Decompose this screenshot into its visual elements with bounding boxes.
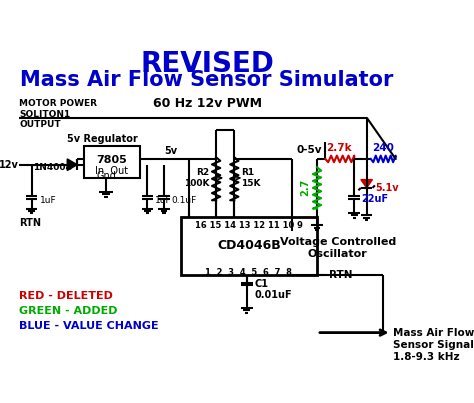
Text: BLUE - VALUE CHANGE: BLUE - VALUE CHANGE xyxy=(19,321,159,331)
Text: 1N4004: 1N4004 xyxy=(33,163,72,172)
Text: 1  2  3  4  5  6  7  8: 1 2 3 4 5 6 7 8 xyxy=(205,268,292,277)
Text: Voltage Controlled
Oscillator: Voltage Controlled Oscillator xyxy=(280,237,396,259)
Text: 22uF: 22uF xyxy=(362,193,389,204)
Text: CD4046B: CD4046B xyxy=(217,239,281,252)
Text: 5v: 5v xyxy=(164,146,177,156)
Text: R2
100K: R2 100K xyxy=(184,168,210,188)
Text: 12v: 12v xyxy=(0,160,19,170)
Polygon shape xyxy=(67,159,77,170)
Text: 0-5v: 0-5v xyxy=(296,145,322,155)
Text: 1uF: 1uF xyxy=(155,196,172,205)
Text: 16 15 14 13 12 11 10 9: 16 15 14 13 12 11 10 9 xyxy=(195,221,303,230)
Text: REVISED: REVISED xyxy=(140,50,274,78)
Text: 1uF: 1uF xyxy=(40,196,56,205)
Text: MOTOR POWER
SOLITON1
OUTPUT: MOTOR POWER SOLITON1 OUTPUT xyxy=(19,100,97,129)
Text: 60 Hz 12v PWM: 60 Hz 12v PWM xyxy=(153,97,262,110)
Text: C1
0.01uF: C1 0.01uF xyxy=(255,279,292,300)
Text: 2.7k: 2.7k xyxy=(327,143,352,153)
Text: 0.1uF: 0.1uF xyxy=(172,196,197,205)
Text: 5.1v: 5.1v xyxy=(375,183,399,193)
Text: 5v Regulator: 5v Regulator xyxy=(67,134,137,144)
Bar xyxy=(84,147,140,178)
Text: 7805: 7805 xyxy=(97,155,128,165)
Text: Gnd: Gnd xyxy=(96,171,116,181)
Text: RTN: RTN xyxy=(19,218,41,229)
Text: GREEN - ADDED: GREEN - ADDED xyxy=(19,306,118,316)
Text: 2.7: 2.7 xyxy=(301,179,310,197)
Text: RED - DELETED: RED - DELETED xyxy=(19,291,113,301)
Text: R1
15K: R1 15K xyxy=(241,168,260,188)
Text: 240: 240 xyxy=(372,143,394,153)
Text: Mass Air Flow
Sensor Signal
1.8-9.3 kHz: Mass Air Flow Sensor Signal 1.8-9.3 kHz xyxy=(393,328,474,361)
Text: In  Out: In Out xyxy=(95,166,128,176)
Text: RTN: RTN xyxy=(329,270,353,280)
Polygon shape xyxy=(361,180,373,188)
Bar xyxy=(181,217,317,275)
Text: Mass Air Flow Sensor Simulator: Mass Air Flow Sensor Simulator xyxy=(20,70,394,89)
